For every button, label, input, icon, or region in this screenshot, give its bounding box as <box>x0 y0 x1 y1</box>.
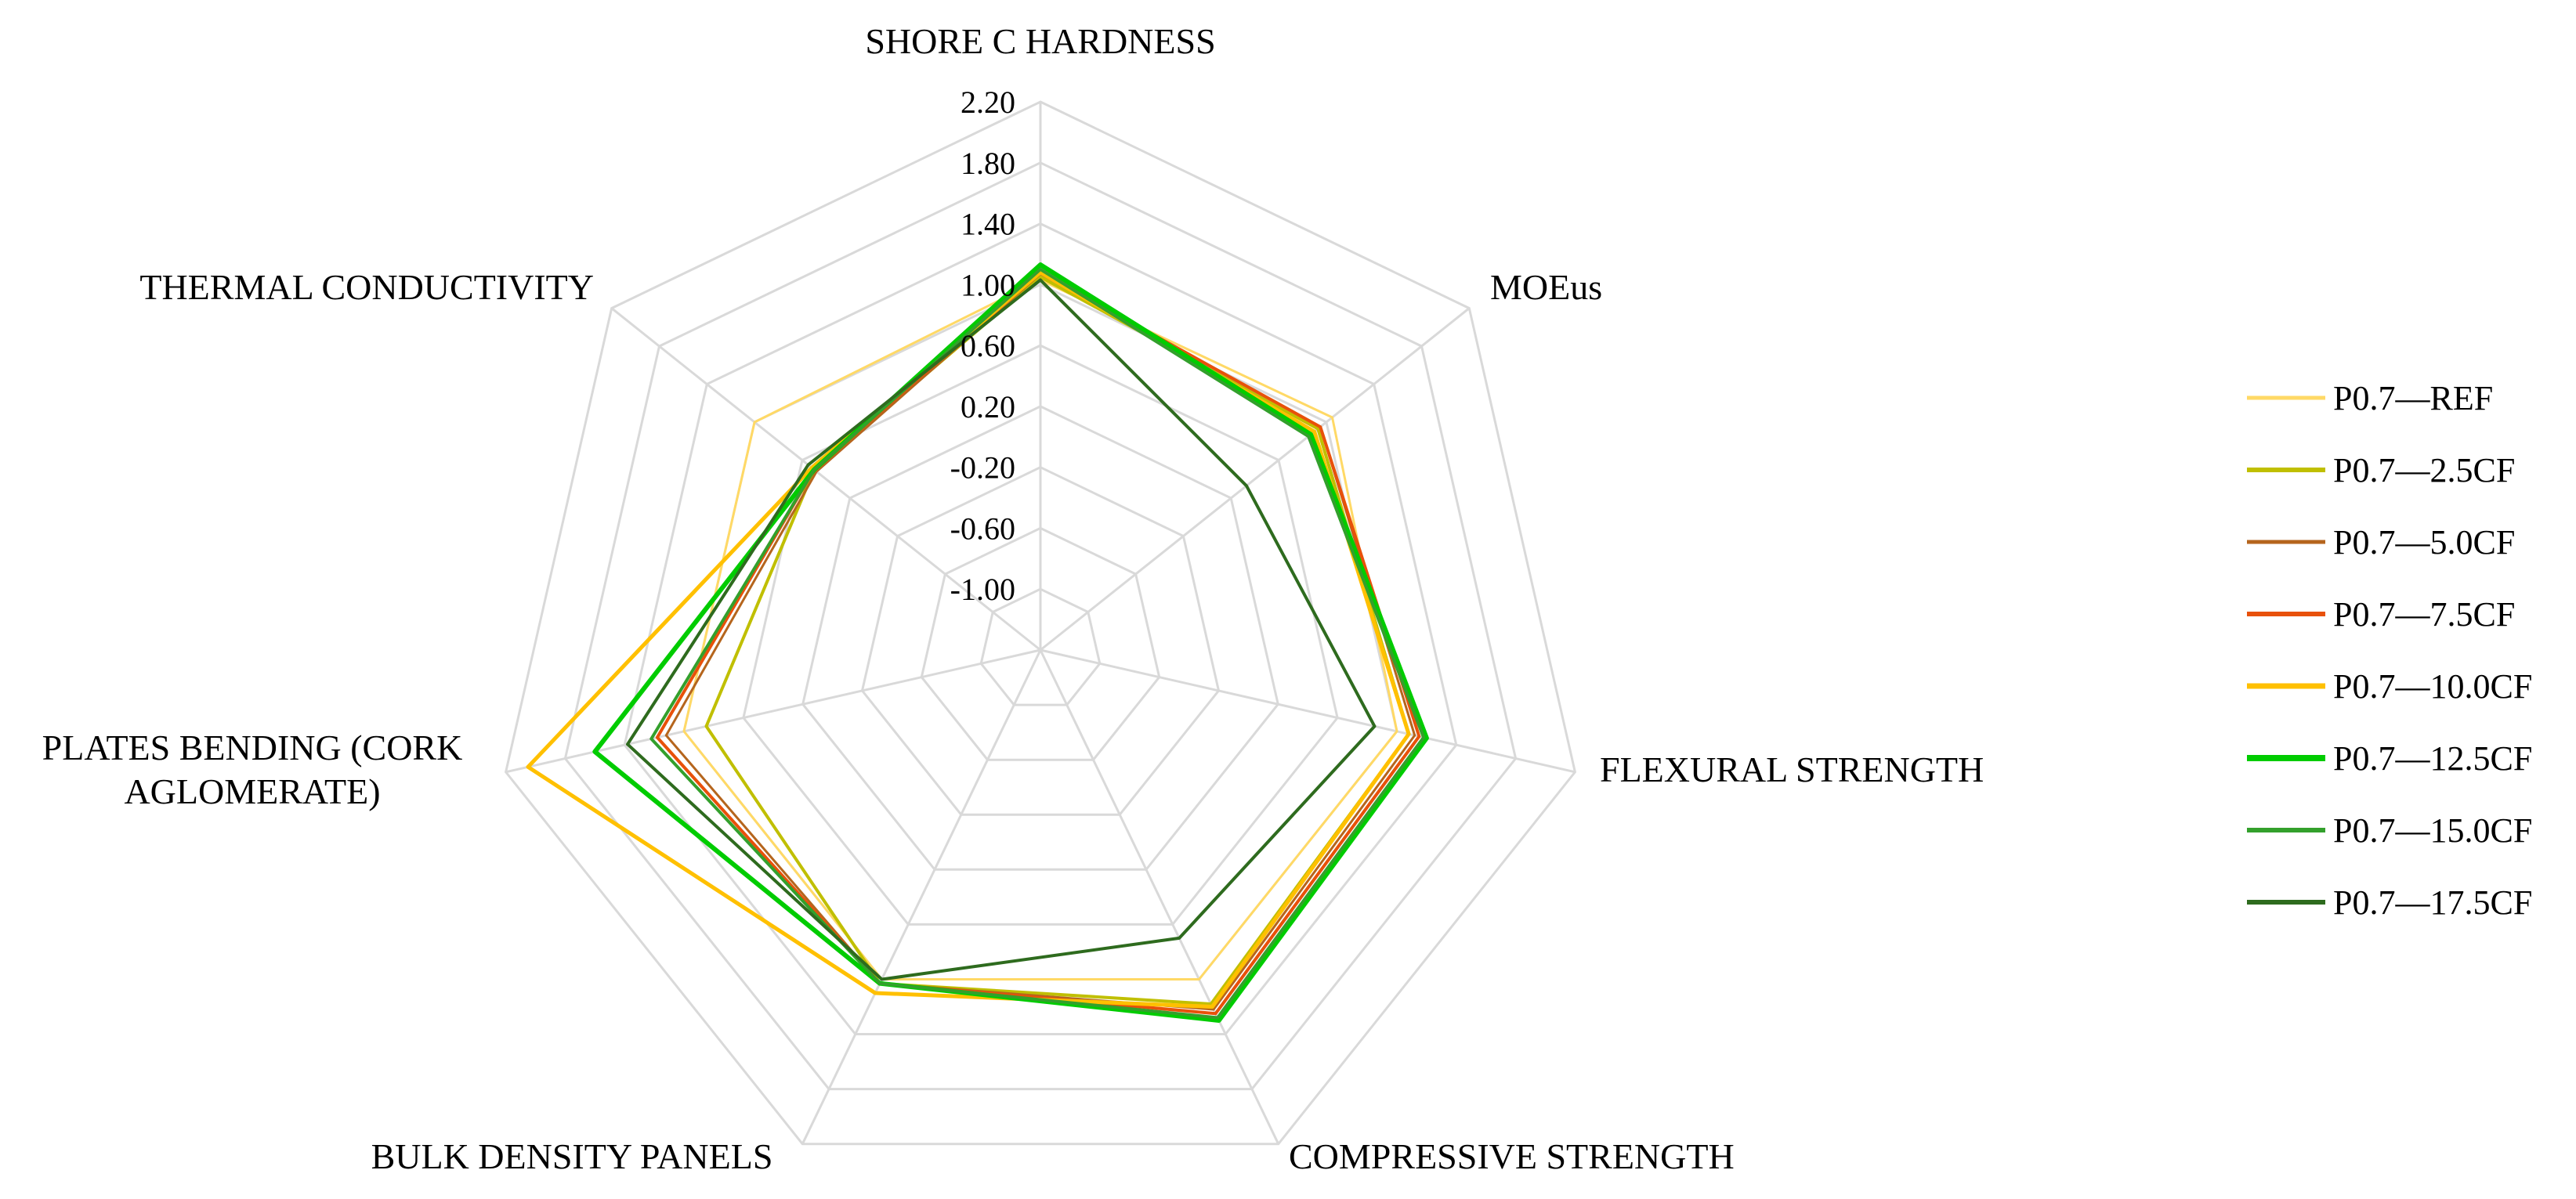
series-line <box>626 278 1377 981</box>
tick-labels: 2.20 1.80 1.40 1.00 0.60 0.20 -0.20 -0.60 -1.00 <box>950 85 1015 607</box>
tick-label: -1.00 <box>950 572 1015 607</box>
legend-label: P0.7—7.5CF <box>2333 595 2515 634</box>
series-line <box>526 270 1411 1009</box>
series-line <box>682 279 1398 981</box>
grid-ring <box>920 526 1161 761</box>
tick-label: 0.60 <box>961 328 1015 363</box>
legend-label: P0.7—REF <box>2333 379 2493 417</box>
legend-label: P0.7—5.0CF <box>2333 523 2515 562</box>
tick-label: -0.20 <box>950 450 1015 486</box>
radar-spoke <box>1040 648 1576 774</box>
tick-label: -0.60 <box>950 511 1015 546</box>
grid-ring <box>504 100 1577 1146</box>
tick-label: 2.20 <box>961 85 1015 120</box>
series-line <box>649 267 1426 1020</box>
legend-label: P0.7—10.0CF <box>2333 667 2532 706</box>
legend-label: P0.7—15.0CF <box>2333 811 2532 850</box>
axis-label: COMPRESSIVE STRENGTH <box>1289 1136 1735 1176</box>
axis-label: SHORE C HARDNESS <box>865 21 1215 61</box>
radar-spoke <box>1039 649 1280 1145</box>
radar-spoke <box>1040 307 1471 652</box>
grid-ring <box>979 587 1102 706</box>
tick-label: 1.40 <box>961 207 1015 242</box>
legend-label: P0.7—2.5CF <box>2333 451 2515 489</box>
axis-labels: SHORE C HARDNESS MOEus FLEXURAL STRENGTH CO… <box>42 21 1984 1176</box>
radar-spoke <box>801 649 1042 1145</box>
grid-ring <box>801 405 1279 871</box>
series-line <box>704 275 1411 1006</box>
grid-ring <box>623 222 1458 1035</box>
axis-label: THERMAL CONDUCTIVITY <box>139 267 594 307</box>
tick-label: 1.00 <box>961 267 1015 302</box>
legend-label: P0.7—12.5CF <box>2333 739 2532 778</box>
radar-spoke <box>610 307 1041 652</box>
axis-label: FLEXURAL STRENGTH <box>1600 749 1984 789</box>
legend: P0.7—REF P0.7—2.5CF P0.7—5.0CF P0.7—7.5CF P0… <box>2247 379 2532 922</box>
series-layer <box>526 262 1429 1023</box>
axis-label: PLATES BENDING (CORK AGLOMERATE) <box>42 728 463 811</box>
grid-ring <box>860 466 1221 816</box>
tick-label: 0.20 <box>961 389 1015 424</box>
legend-label: P0.7—17.5CF <box>2333 883 2532 922</box>
axis-label: BULK DENSITY PANELS <box>371 1136 773 1176</box>
tick-label: 1.80 <box>961 146 1015 181</box>
axis-label: MOEus <box>1490 267 1602 307</box>
grid-ring <box>563 161 1518 1091</box>
